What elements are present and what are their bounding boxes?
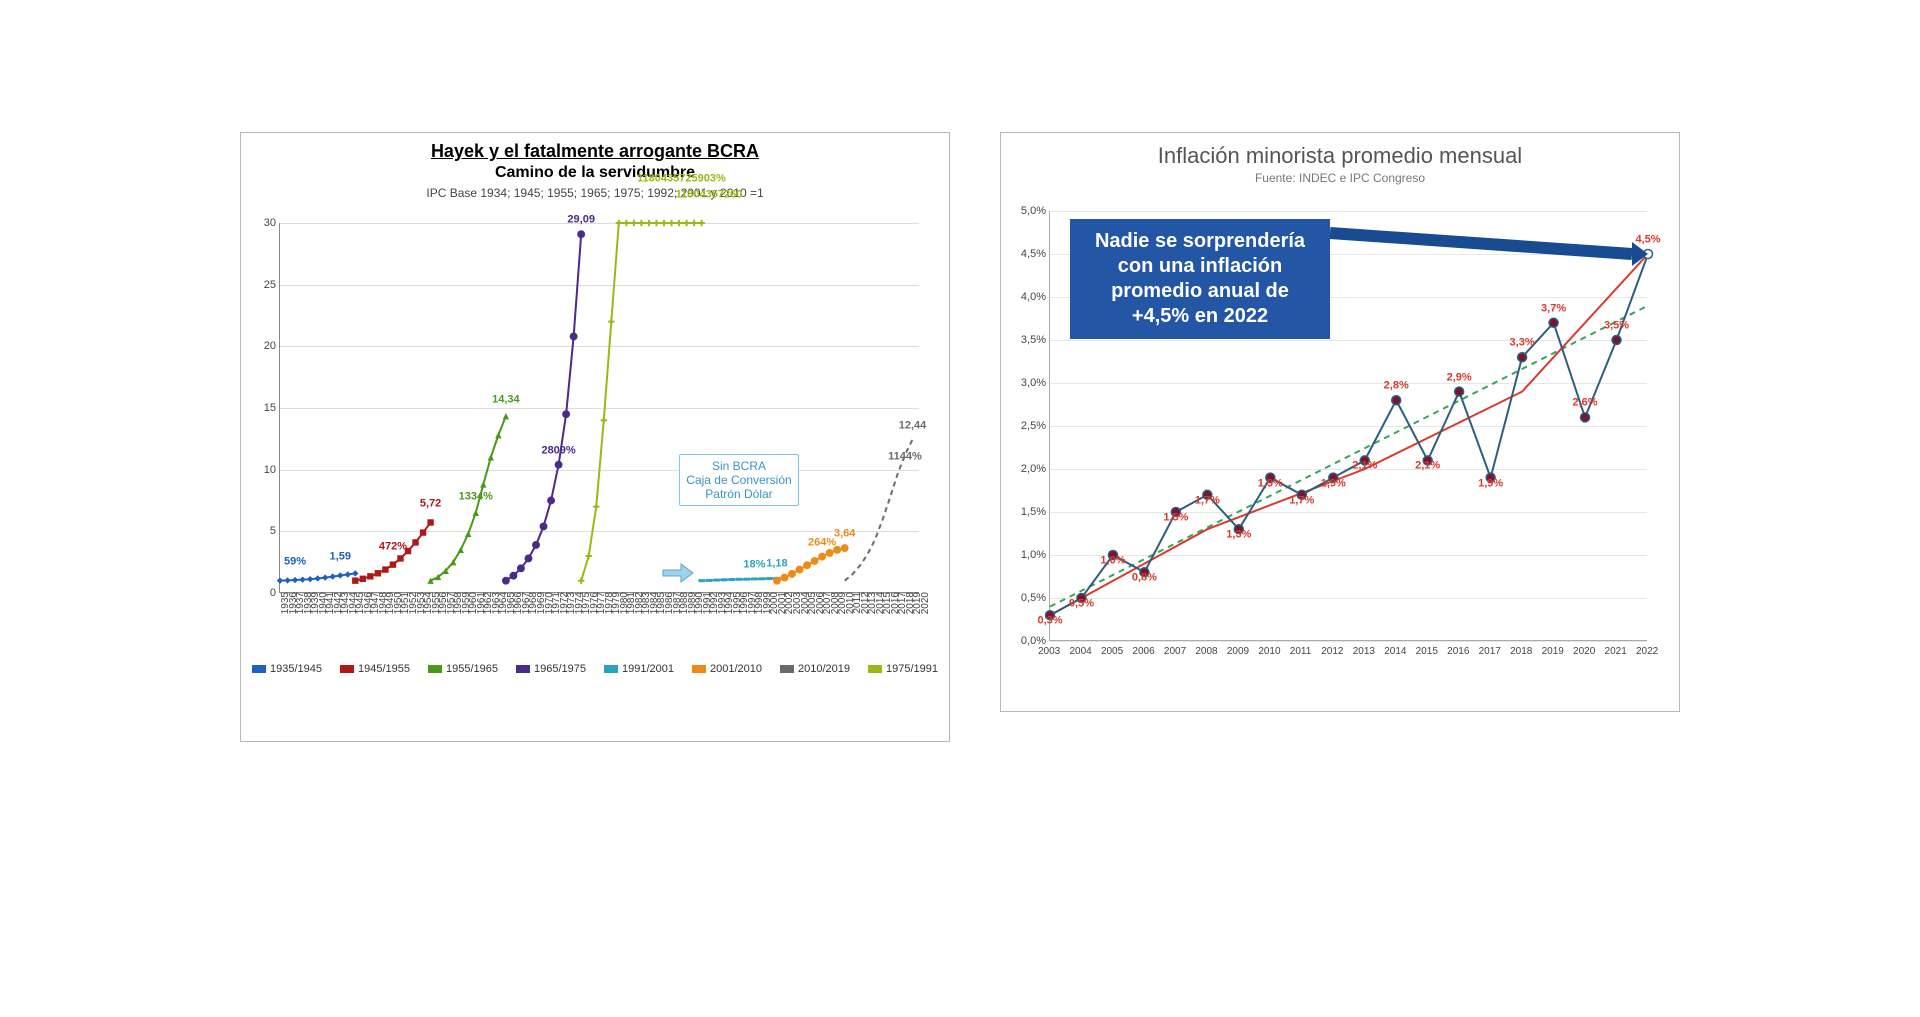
- data-label: 14,34: [492, 394, 520, 406]
- x-tick: 2011: [1290, 646, 1312, 657]
- y-tick: 5,0%: [1021, 205, 1046, 217]
- x-tick: 2013: [1353, 646, 1375, 657]
- data-label: 3,64: [834, 528, 855, 540]
- x-tick: 2016: [1447, 646, 1469, 657]
- y-tick: 10: [264, 464, 276, 476]
- chart-title: Inflación minorista promedio mensual: [1001, 143, 1679, 169]
- data-label: 1144%: [888, 450, 922, 462]
- legend-item: 1955/1965: [428, 663, 498, 675]
- y-tick: 3,0%: [1021, 377, 1046, 389]
- y-tick: 2,5%: [1021, 420, 1046, 432]
- x-tick: 2003: [1038, 646, 1060, 657]
- data-label: 1180435725903%: [637, 173, 726, 185]
- legend-item: 1991/2001: [604, 663, 674, 675]
- legend-item: 1945/1955: [340, 663, 410, 675]
- legend-item: 1975/1991: [868, 663, 938, 675]
- x-tick: 2005: [1101, 646, 1123, 657]
- y-tick: 25: [264, 279, 276, 291]
- left-legend: 1935/1945 1945/1955 1955/1965 1965/1975 1991…: [241, 663, 949, 675]
- y-tick: 0,5%: [1021, 592, 1046, 604]
- y-tick: 1,5%: [1021, 506, 1046, 518]
- y-tick: 30: [264, 217, 276, 229]
- x-tick: 2010: [1258, 646, 1280, 657]
- y-tick: 4,5%: [1021, 248, 1046, 260]
- x-tick: 2022: [1636, 646, 1658, 657]
- y-tick: 1,0%: [1021, 549, 1046, 561]
- x-tick: 2018: [1510, 646, 1532, 657]
- data-label: 29,09: [567, 214, 595, 226]
- y-tick: 3,5%: [1021, 334, 1046, 346]
- left-plot-area: 0510152025301935193619371938193919401941…: [279, 223, 919, 593]
- inflation-chart-panel: Inflación minorista promedio mensual Fue…: [1000, 132, 1680, 712]
- legend-item: 2001/2010: [692, 663, 762, 675]
- x-tick: 2019: [1542, 646, 1564, 657]
- x-tick: 2021: [1605, 646, 1627, 657]
- x-tick: 2007: [1164, 646, 1186, 657]
- chart-subtitle: Camino de la servidumbre: [241, 164, 949, 182]
- chart-title: Hayek y el fatalmente arrogante BCRA: [241, 141, 949, 162]
- data-label: 5,72: [420, 498, 441, 510]
- forecast-arrow-icon: [1050, 211, 1647, 640]
- x-tick: 2014: [1384, 646, 1406, 657]
- data-label: 11804357260: [676, 189, 743, 201]
- chart-source: Fuente: INDEC e IPC Congreso: [1001, 171, 1679, 185]
- legend-item: 1935/1945: [252, 663, 322, 675]
- data-label: 472%: [379, 540, 407, 552]
- legend-item: 1965/1975: [516, 663, 586, 675]
- x-tick: 2006: [1132, 646, 1154, 657]
- x-tick: 2020: [1573, 646, 1595, 657]
- x-tick: 2012: [1321, 646, 1343, 657]
- x-tick: 2004: [1069, 646, 1091, 657]
- hayek-bcra-chart-panel: Hayek y el fatalmente arrogante BCRA Cam…: [240, 132, 950, 742]
- data-label: 2809%: [541, 444, 575, 456]
- chart-note: IPC Base 1934; 1945; 1955; 1965; 1975; 1…: [241, 186, 949, 200]
- x-tick: 2015: [1416, 646, 1438, 657]
- data-label: 1,59: [330, 551, 351, 563]
- right-plot-area: 0,0%0,5%1,0%1,5%2,0%2,5%3,0%3,5%4,0%4,5%…: [1049, 211, 1647, 641]
- y-tick: 5: [270, 525, 276, 537]
- y-tick: 0: [270, 587, 276, 599]
- y-tick: 15: [264, 402, 276, 414]
- x-tick: 2008: [1195, 646, 1217, 657]
- data-label: 1334%: [459, 490, 493, 502]
- x-tick: 2009: [1227, 646, 1249, 657]
- y-tick: 2,0%: [1021, 463, 1046, 475]
- legend-item: 2010/2019: [780, 663, 850, 675]
- callout-sin-bcra: Sin BCRACaja de ConversiónPatrón Dólar: [679, 454, 798, 506]
- y-tick: 4,0%: [1021, 291, 1046, 303]
- data-label: 12,44: [899, 419, 927, 431]
- data-label: 264%: [808, 536, 836, 548]
- data-label: 59%: [284, 556, 306, 568]
- y-tick: 20: [264, 340, 276, 352]
- x-tick: 2017: [1479, 646, 1501, 657]
